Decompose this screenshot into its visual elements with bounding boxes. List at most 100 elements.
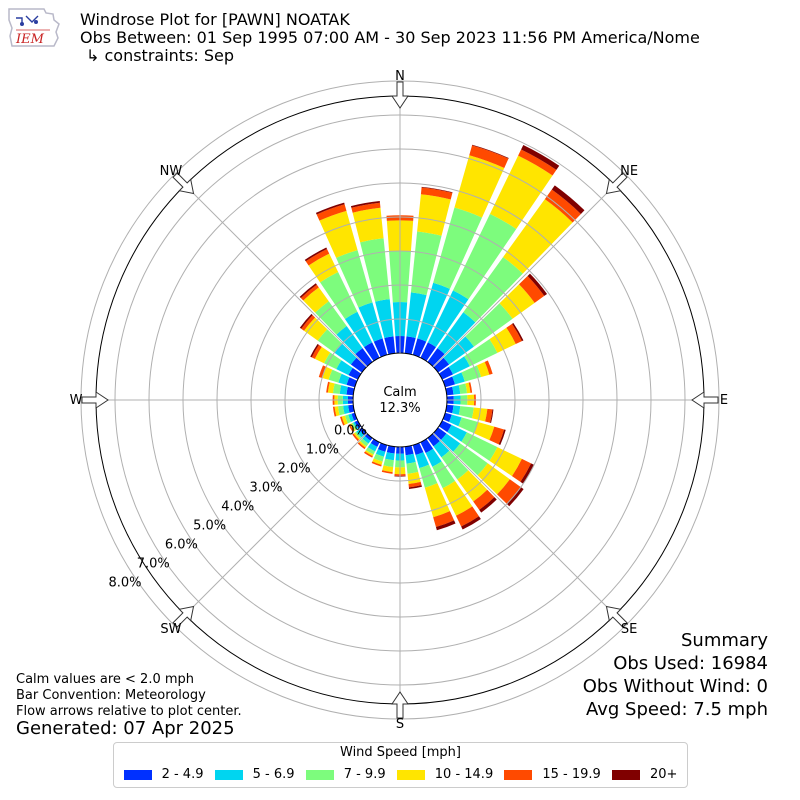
radial-tick-label: 7.0% bbox=[137, 556, 170, 571]
windrose-bar-segment bbox=[346, 377, 358, 388]
windrose-bar-segment bbox=[327, 382, 335, 394]
windrose-bar-segment bbox=[324, 352, 342, 370]
windrose-bar-segment bbox=[352, 207, 384, 243]
windrose-bar-segment bbox=[503, 199, 573, 274]
windrose-bar-segment bbox=[469, 145, 509, 168]
windrose-bar-segment bbox=[370, 438, 380, 447]
windrose-bar-segment bbox=[404, 336, 416, 355]
windrose-bar-segment bbox=[433, 511, 455, 528]
windrose-bar-segment bbox=[489, 447, 522, 477]
windrose-bar-segment bbox=[511, 458, 532, 482]
windrose-bar-segment bbox=[315, 301, 347, 335]
flow-arrow-icon bbox=[172, 605, 195, 628]
windrose-bar-segment bbox=[442, 481, 473, 516]
windrose-bar-segment bbox=[521, 144, 560, 170]
calm-value: 12.3% bbox=[379, 401, 420, 416]
direction-label: S bbox=[396, 717, 404, 732]
windrose-bar-segment bbox=[468, 382, 473, 393]
windrose-bar-segment bbox=[351, 422, 357, 431]
windrose-bar-segment bbox=[498, 429, 506, 446]
windrose-bar-segment bbox=[438, 420, 452, 433]
windrose-bar-segment bbox=[410, 231, 442, 296]
flow-arrow-icon bbox=[391, 81, 409, 109]
windrose-bar-segment bbox=[435, 520, 456, 531]
windrose-bar-segment bbox=[443, 336, 474, 365]
windrose-bar-segment bbox=[441, 450, 469, 480]
windrose-bar-segment bbox=[412, 338, 427, 358]
windrose-bar-segment bbox=[338, 373, 350, 385]
legend-swatch bbox=[305, 769, 334, 780]
windrose-bar-segment bbox=[359, 427, 367, 436]
windrose-bar-segment bbox=[415, 452, 430, 469]
windrose-bar-segment bbox=[425, 448, 442, 467]
direction-label: SW bbox=[160, 622, 181, 637]
windrose-bar-segment bbox=[352, 433, 359, 442]
windrose-bar-segment bbox=[348, 404, 355, 413]
radial-tick-label: 6.0% bbox=[165, 537, 198, 552]
windrose-bar-segment bbox=[310, 343, 319, 358]
windrose-bar-segment bbox=[354, 431, 362, 439]
legend-label: 5 - 6.9 bbox=[252, 767, 295, 782]
windrose-bar-segment bbox=[303, 287, 329, 313]
legend-swatch bbox=[396, 769, 425, 780]
windrose-bar-segment bbox=[479, 497, 497, 513]
legend-items: 2 - 4.9 5 - 6.9 7 - 9.9 10 - 14.9 15 - 19.9 2… bbox=[118, 767, 683, 782]
windrose-bar-segment bbox=[344, 414, 351, 424]
windrose-bar-segment bbox=[472, 144, 509, 159]
windrose-bar-segment bbox=[384, 336, 396, 355]
windrose-bar-segment bbox=[303, 317, 328, 341]
windrose-bar-segment bbox=[476, 361, 490, 378]
windrose-bar-segment bbox=[360, 438, 369, 447]
windrose-bar-segment bbox=[355, 348, 373, 367]
windrose-bar-segment bbox=[386, 445, 396, 454]
iem-logo: IEM bbox=[8, 8, 60, 47]
legend: Wind Speed [mph] 2 - 4.9 5 - 6.9 7 - 9.9 10… bbox=[113, 742, 688, 788]
windrose-bar-segment bbox=[551, 185, 585, 214]
windrose-bar-segment bbox=[320, 271, 358, 319]
grid-ring bbox=[80, 80, 720, 720]
windrose-bar-segment bbox=[348, 367, 362, 380]
windrose-bar-segment bbox=[489, 426, 505, 445]
windrose-bar-segment bbox=[433, 441, 450, 458]
windrose-bar-segment bbox=[490, 409, 494, 424]
grid-spoke bbox=[432, 432, 616, 616]
windrose-bar-segment bbox=[464, 339, 498, 367]
legend-title: Wind Speed [mph] bbox=[340, 745, 461, 760]
flow-arrow-icon bbox=[391, 691, 409, 719]
legend-swatch bbox=[123, 769, 152, 780]
legend-item: 2 - 4.9 bbox=[123, 767, 203, 782]
windrose-bar-segment bbox=[326, 381, 330, 393]
windrose-bar-segment bbox=[362, 436, 371, 444]
windrose-bar-segment bbox=[421, 186, 453, 193]
windrose-bar-segment bbox=[433, 207, 482, 289]
windrose-bar-segment bbox=[317, 329, 342, 353]
windrose-bar-segment bbox=[328, 369, 342, 383]
windrose-bar-segment bbox=[334, 406, 340, 417]
windrose-bar-segment bbox=[354, 420, 362, 429]
windrose-bar-segment bbox=[339, 385, 348, 395]
windrose-bar-segment bbox=[381, 470, 393, 474]
windrose-bar-segment bbox=[375, 299, 394, 338]
windrose-bar-segment bbox=[301, 315, 316, 331]
windrose-bar-segment bbox=[427, 290, 469, 348]
grid-spoke bbox=[432, 184, 616, 368]
summary-avg-speed: Avg Speed: 7.5 mph bbox=[586, 699, 768, 720]
flow-arrow-icon bbox=[605, 605, 628, 628]
sector-bars bbox=[299, 144, 585, 531]
windrose-bar-segment bbox=[365, 447, 376, 455]
legend-swatch bbox=[611, 769, 640, 780]
flow-note: Flow arrows relative to plot center. bbox=[16, 704, 242, 719]
windrose-bar-segment bbox=[424, 483, 450, 518]
summary-obs-used: Obs Used: 16984 bbox=[613, 653, 768, 674]
chart-subtitle: Obs Between: 01 Sep 1995 07:00 AM - 30 S… bbox=[80, 28, 700, 47]
windrose-bar-segment bbox=[375, 449, 386, 457]
windrose-bar-segment bbox=[438, 366, 454, 380]
windrose-bar-segment bbox=[449, 414, 462, 427]
windrose-bar-segment bbox=[305, 249, 330, 266]
windrose-bar-segment bbox=[408, 481, 422, 488]
windrose-bar-segment bbox=[453, 443, 488, 476]
windrose-bar-segment bbox=[427, 348, 445, 367]
windrose-bar-segment bbox=[332, 406, 337, 417]
windrose-bar-segment bbox=[527, 273, 548, 296]
flow-arrow-icon bbox=[172, 172, 195, 195]
